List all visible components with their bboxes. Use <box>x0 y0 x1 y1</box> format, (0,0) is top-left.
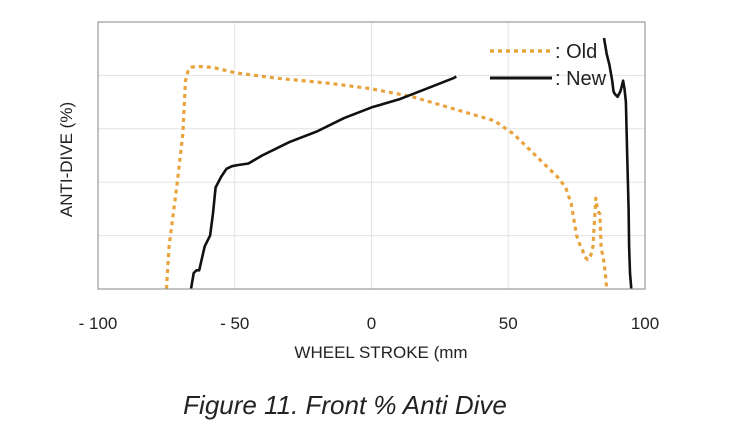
grid <box>98 22 645 289</box>
x-tick-label: 100 <box>631 314 659 333</box>
x-tick-label: - 50 <box>220 314 249 333</box>
legend: : Old : New <box>490 41 607 90</box>
x-tick-label: - 100 <box>79 314 118 333</box>
legend-label: : Old <box>555 41 597 63</box>
line-chart: - 100 - 50 0 50 100 : Old : New WHEEL STROKE … <box>57 21 660 362</box>
x-tick-labels: - 100 - 50 0 50 100 <box>79 314 660 333</box>
x-axis-title: WHEEL STROKE (mm <box>294 343 467 362</box>
plot-frame <box>97 21 646 290</box>
x-tick-label: 50 <box>499 314 518 333</box>
x-tick-label: 0 <box>367 314 376 333</box>
y-axis-title: ANTI-DIVE (%) <box>57 102 76 217</box>
series-line-old <box>164 64 609 290</box>
figure-caption: Figure 11. Front % Anti Dive <box>183 390 507 420</box>
legend-label: : New <box>555 68 607 90</box>
series-line-new <box>189 37 633 290</box>
series-layer <box>164 37 633 290</box>
